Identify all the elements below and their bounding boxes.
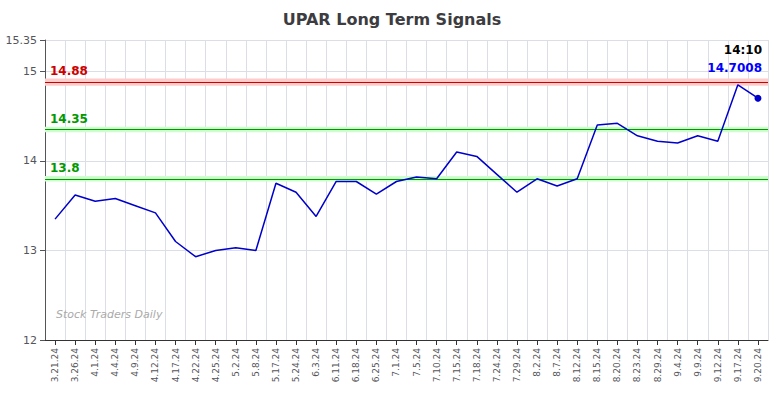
svg-text:3.21.24: 3.21.24 [50,348,60,383]
svg-text:4.9.24: 4.9.24 [130,348,140,377]
svg-text:13: 13 [23,244,37,257]
svg-text:4.1.24: 4.1.24 [90,348,100,377]
svg-text:14.7008: 14.7008 [707,61,762,75]
svg-text:12: 12 [23,334,37,347]
svg-text:15.35: 15.35 [6,34,38,47]
svg-text:7.1.24: 7.1.24 [391,348,401,377]
svg-text:8.29.24: 8.29.24 [653,348,663,383]
svg-text:14.88: 14.88 [50,64,88,78]
svg-text:9.12.24: 9.12.24 [713,348,723,383]
svg-text:14: 14 [23,154,37,167]
svg-text:8.20.24: 8.20.24 [612,348,622,383]
svg-text:8.23.24: 8.23.24 [632,348,642,383]
svg-text:13.8: 13.8 [50,161,80,175]
svg-text:4.22.24: 4.22.24 [191,348,201,383]
svg-text:5.17.24: 5.17.24 [271,348,281,383]
svg-text:6.25.24: 6.25.24 [371,348,381,383]
svg-text:3.26.24: 3.26.24 [70,348,80,383]
svg-text:15: 15 [23,65,37,78]
svg-text:7.5.24: 7.5.24 [412,348,422,377]
svg-text:7.29.24: 7.29.24 [512,348,522,383]
svg-text:4.4.24: 4.4.24 [110,348,120,377]
svg-text:4.17.24: 4.17.24 [171,348,181,383]
svg-text:Stock Traders Daily: Stock Traders Daily [56,308,163,321]
svg-text:14:10: 14:10 [724,43,762,57]
svg-text:9.17.24: 9.17.24 [733,348,743,383]
svg-text:7.15.24: 7.15.24 [452,348,462,383]
svg-text:8.2.24: 8.2.24 [532,348,542,377]
svg-text:5.24.24: 5.24.24 [291,348,301,383]
svg-text:5.2.24: 5.2.24 [231,348,241,377]
svg-text:7.10.24: 7.10.24 [432,348,442,383]
svg-text:4.25.24: 4.25.24 [211,348,221,383]
svg-text:9.4.24: 9.4.24 [673,348,683,377]
svg-text:8.7.24: 8.7.24 [552,348,562,377]
svg-text:4.12.24: 4.12.24 [150,348,160,383]
svg-text:7.24.24: 7.24.24 [492,348,502,383]
svg-text:6.3.24: 6.3.24 [311,348,321,377]
svg-text:9.20.24: 9.20.24 [753,348,763,383]
svg-text:9.9.24: 9.9.24 [693,348,703,377]
svg-text:6.11.24: 6.11.24 [331,348,341,383]
svg-text:14.35: 14.35 [50,112,88,126]
svg-text:UPAR Long Term Signals: UPAR Long Term Signals [283,10,502,29]
svg-text:6.18.24: 6.18.24 [351,348,361,383]
svg-text:5.8.24: 5.8.24 [251,348,261,377]
svg-text:7.18.24: 7.18.24 [472,348,482,383]
svg-text:8.15.24: 8.15.24 [592,348,602,383]
svg-text:8.12.24: 8.12.24 [572,348,582,383]
